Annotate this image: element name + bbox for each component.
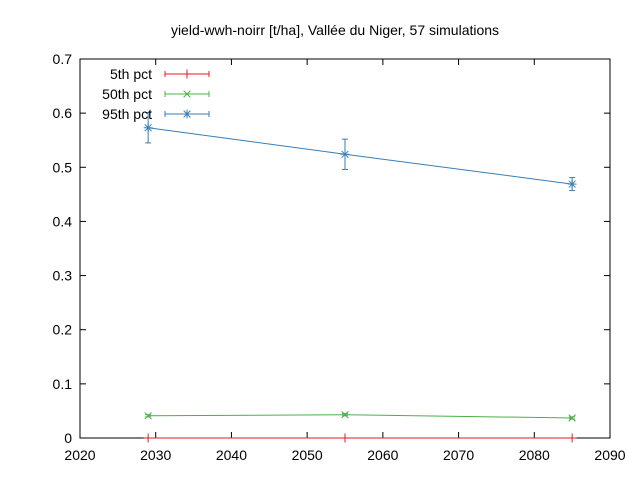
marker-stroke: [341, 150, 349, 159]
data-point: [340, 433, 350, 443]
marker-stroke: [568, 180, 576, 188]
legend: 5th pct 50th pct 95th pct: [102, 66, 210, 122]
plot-area: [143, 112, 577, 443]
marker-stroke: [183, 110, 191, 118]
axes: 2020 2030 2040 2050 2060 2070 2080 2090 0 0.1 0.2 0…: [53, 51, 626, 463]
x-tick-label: 2020: [64, 447, 95, 463]
chart-title: yield-wwh-noirr [t/ha], Vallée du Niger,…: [171, 22, 499, 38]
x-tick-label: 2040: [216, 447, 247, 463]
x-tick-label: 2070: [443, 447, 474, 463]
legend-entry: 5th pct: [110, 66, 210, 82]
legend-marker: [182, 69, 192, 79]
series-1: [144, 410, 576, 422]
legend-label: 5th pct: [110, 66, 152, 82]
x-tick-label: 2060: [367, 447, 398, 463]
legend-entry: 95th pct: [102, 106, 210, 122]
y-tick-label: 0.6: [53, 105, 73, 121]
y-tick-label: 0.3: [53, 268, 73, 284]
x-tick-label: 2030: [140, 447, 171, 463]
data-point: [143, 123, 153, 133]
data-point: [340, 149, 350, 159]
data-point: [144, 412, 152, 420]
legend-marker: [183, 90, 191, 98]
marker-stroke: [568, 414, 576, 422]
x-tick-label: 2090: [594, 447, 625, 463]
x-tick-label: 2080: [519, 447, 550, 463]
legend-label: 50th pct: [102, 86, 152, 102]
data-point: [143, 433, 153, 443]
series-2: [143, 112, 577, 192]
data-point: [567, 433, 577, 443]
legend-marker: [182, 109, 192, 119]
y-tick-label: 0.1: [53, 376, 73, 392]
data-point: [568, 414, 576, 422]
data-point: [567, 179, 577, 189]
marker-stroke: [144, 124, 152, 132]
data-point: [341, 410, 349, 419]
y-tick-label: 0.7: [53, 51, 73, 67]
legend-entry: 50th pct: [102, 86, 210, 102]
marker-stroke: [144, 412, 152, 420]
legend-label: 95th pct: [102, 106, 152, 122]
marker-stroke: [341, 410, 349, 419]
marker-stroke: [183, 90, 191, 98]
series-0: [143, 433, 577, 443]
y-tick-label: 0.5: [53, 159, 73, 175]
y-tick-label: 0: [64, 430, 72, 446]
y-tick-label: 0.4: [53, 213, 73, 229]
x-tick-label: 2050: [292, 447, 323, 463]
y-tick-label: 0.2: [53, 322, 73, 338]
